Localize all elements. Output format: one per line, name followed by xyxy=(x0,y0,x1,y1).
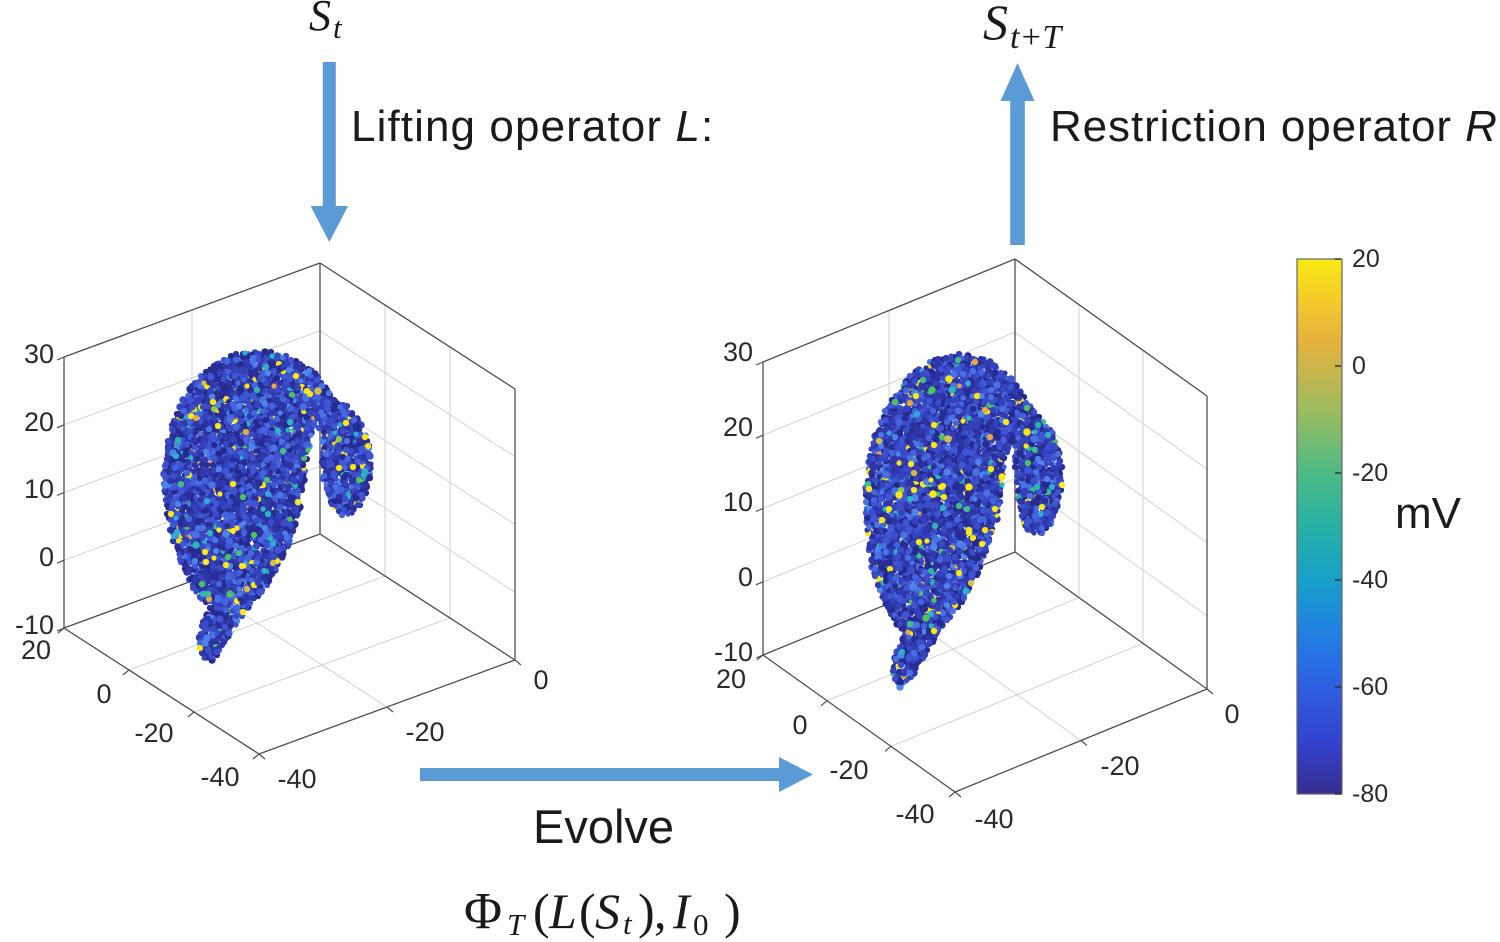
svg-text:0: 0 xyxy=(533,665,548,695)
svg-text:-40: -40 xyxy=(200,762,239,792)
svg-text:-20: -20 xyxy=(134,718,173,748)
svg-text:20: 20 xyxy=(24,407,54,437)
svg-text:0: 0 xyxy=(96,679,111,709)
svg-text:-40: -40 xyxy=(277,764,316,794)
svg-text:0: 0 xyxy=(39,542,54,572)
svg-text:-20: -20 xyxy=(405,717,444,747)
svg-text:10: 10 xyxy=(24,474,54,504)
svg-text:20: 20 xyxy=(21,635,51,665)
svg-text:30: 30 xyxy=(24,339,54,369)
svg-text:-10: -10 xyxy=(15,610,54,640)
